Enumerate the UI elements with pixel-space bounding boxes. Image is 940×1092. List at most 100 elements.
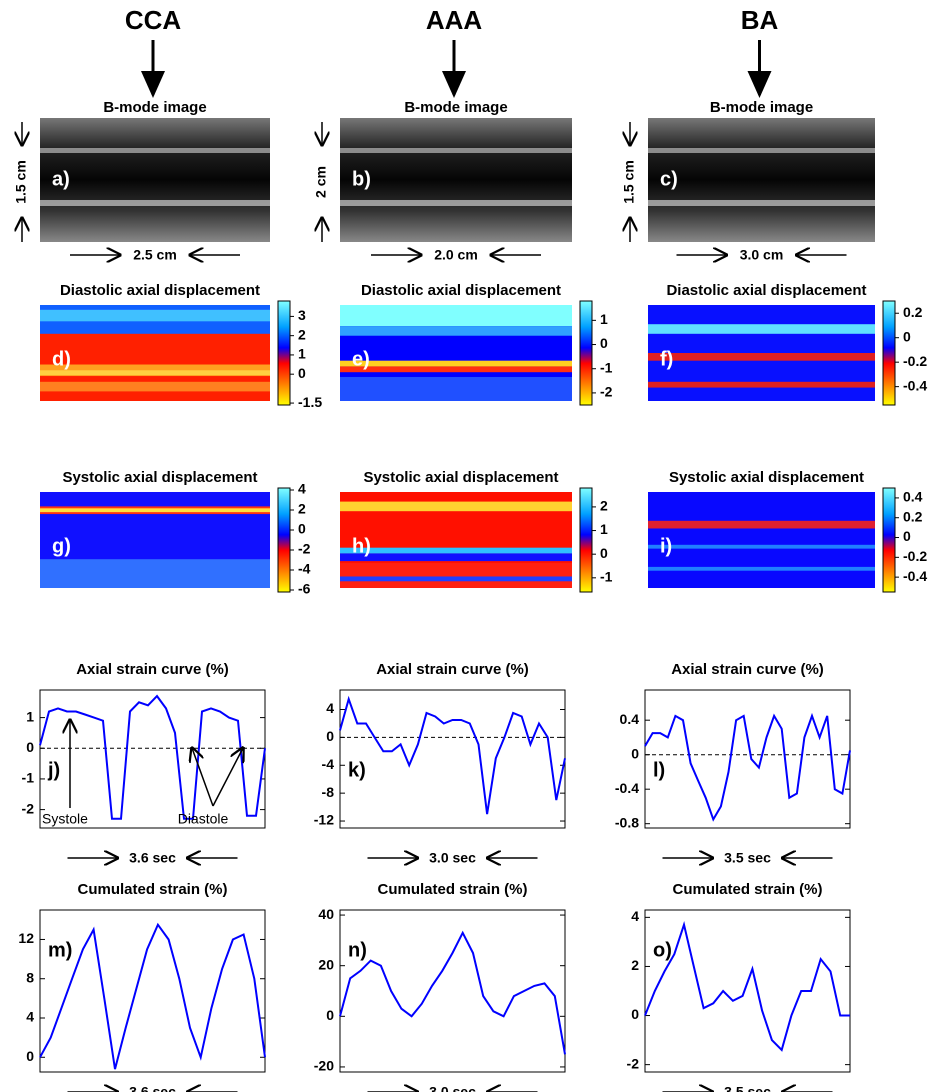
colorbar [579, 487, 593, 593]
map-region [648, 566, 875, 571]
bmode-title: B-mode image [710, 99, 813, 116]
y-tick-label: -0.8 [615, 814, 639, 830]
y-tick-label: 12 [18, 930, 34, 946]
colorbar-tick-label: -1 [600, 359, 613, 375]
panel-label: h) [352, 535, 371, 557]
chart-title: Cumulated strain (%) [77, 881, 227, 898]
map-region [340, 501, 572, 512]
plot-frame [644, 909, 851, 1073]
map-region [648, 492, 875, 588]
map-region [40, 381, 270, 392]
colorbar-tick-label: 0.2 [903, 508, 923, 524]
map-region [648, 324, 875, 334]
colorbar [882, 487, 896, 593]
column-heading: AAA [426, 5, 483, 35]
map-region [40, 309, 270, 322]
panel-label: n) [348, 939, 367, 961]
map-region [340, 377, 572, 401]
map-region [648, 520, 875, 529]
scale-label: 2 cm [313, 166, 329, 198]
colorbar [277, 300, 291, 406]
chart-title: Cumulated strain (%) [377, 881, 527, 898]
map-region [340, 576, 572, 582]
y-tick-label: 2 [631, 957, 639, 973]
bmode-image [648, 118, 875, 242]
map-region [648, 381, 875, 388]
map-region [40, 364, 270, 377]
y-tick-label: 4 [631, 908, 639, 924]
colorbar-tick-label: 2 [298, 501, 306, 517]
annotation: Systole [42, 811, 88, 827]
bmode-image [340, 118, 572, 242]
map-region [340, 366, 572, 373]
panel-label: i) [660, 535, 672, 557]
chart-title: Axial strain curve (%) [76, 661, 229, 678]
map-title: Diastolic axial displacement [361, 282, 561, 299]
map-region [40, 370, 270, 376]
bmode-wall [340, 148, 572, 153]
colorbar-tick-label: 0 [600, 335, 608, 351]
colorbar [882, 300, 896, 406]
colorbar-tick-label: 0.2 [903, 304, 923, 320]
y-tick-label: -1 [22, 770, 35, 786]
y-tick-label: -2 [22, 800, 35, 816]
panel-label: e) [352, 348, 370, 370]
map-title: Diastolic axial displacement [666, 282, 866, 299]
plot-frame [644, 689, 851, 829]
strain-line [644, 712, 851, 822]
map-region [340, 360, 572, 367]
colorbar-tick-label: -2 [298, 541, 311, 557]
bmode-title: B-mode image [103, 99, 206, 116]
y-tick-label: 0 [26, 739, 34, 755]
annotation-arrow [212, 748, 243, 807]
map-title: Systolic axial displacement [669, 469, 864, 486]
y-tick-label: -8 [322, 784, 335, 800]
plot-frame [339, 689, 566, 829]
y-tick-label: 40 [318, 906, 334, 922]
scale-label: 3.5 sec [724, 850, 771, 866]
map-region [40, 508, 270, 513]
scale-label: 2.5 cm [133, 247, 177, 263]
colorbar-tick-label: 2 [298, 326, 306, 342]
scale-label: 3.5 sec [724, 1084, 771, 1092]
y-tick-label: -12 [314, 812, 334, 828]
colorbar [277, 487, 291, 593]
column-heading: CCA [125, 5, 182, 35]
strain-line [339, 695, 566, 815]
scale-label: 3.0 cm [740, 247, 784, 263]
map-region [340, 326, 572, 336]
colorbar-tick-label: -4 [298, 561, 311, 577]
y-tick-label: 20 [318, 956, 334, 972]
annotation: Diastole [178, 811, 229, 827]
colorbar-tick-label: 1 [298, 346, 306, 362]
panel-label: j) [47, 759, 60, 781]
y-tick-label: 1 [26, 708, 34, 724]
y-tick-label: 0 [326, 1007, 334, 1023]
colorbar-tick-label: 1 [600, 521, 608, 537]
scale-label: 3.0 sec [429, 850, 476, 866]
y-tick-label: 4 [26, 1009, 34, 1025]
scale-label: 2.0 cm [434, 247, 478, 263]
panel-label: m) [48, 939, 72, 961]
colorbar-tick-label: -6 [298, 581, 311, 597]
panel-label: g) [52, 535, 71, 557]
panel-label: b) [352, 168, 371, 190]
bmode-wall [40, 148, 270, 153]
scale-label: 3.0 sec [429, 1084, 476, 1092]
colorbar-tick-label: 0 [298, 521, 306, 537]
map-region [340, 305, 572, 327]
y-tick-label: 0 [631, 1006, 639, 1022]
scale-label: 3.6 sec [129, 1084, 176, 1092]
y-tick-label: -2 [627, 1055, 640, 1071]
colorbar-tick-label: 3 [298, 307, 306, 323]
panel-label: c) [660, 168, 678, 190]
colorbar-tick-label: 1 [600, 311, 608, 327]
plot-frame [39, 689, 266, 829]
colorbar-tick-label: -1 [600, 569, 613, 585]
y-tick-label: -20 [314, 1058, 334, 1074]
colorbar-tick-label: 0 [903, 528, 911, 544]
panel-label: k) [348, 759, 366, 781]
colorbar-tick-label: -0.4 [903, 377, 927, 393]
bmode-wall [340, 200, 572, 206]
